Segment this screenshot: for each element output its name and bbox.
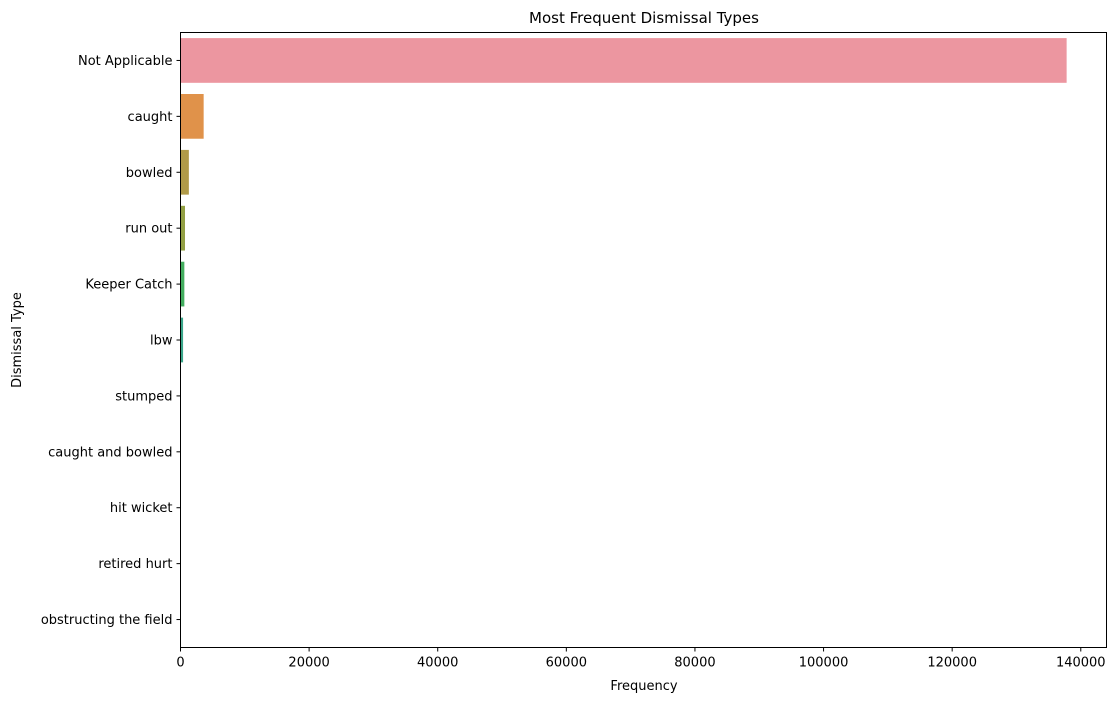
- y-tick-label: Not Applicable: [78, 54, 173, 69]
- bars-group: [180, 38, 1067, 642]
- bar-3: [180, 205, 186, 251]
- y-tick-label: Keeper Catch: [85, 278, 172, 293]
- x-tick-label: 140000: [1056, 656, 1106, 671]
- x-tick-label: 40000: [417, 656, 458, 671]
- x-tick-label: 60000: [546, 656, 587, 671]
- chart-title: Most Frequent Dismissal Types: [529, 9, 759, 27]
- y-tick-label: caught and bowled: [48, 445, 172, 460]
- y-tick-label: caught: [128, 110, 173, 125]
- x-tick-label: 20000: [288, 656, 329, 671]
- x-tick-label: 80000: [674, 656, 715, 671]
- x-axis-label: Frequency: [610, 679, 677, 694]
- bar-5: [180, 317, 184, 363]
- y-tick-label: run out: [125, 222, 172, 237]
- bar-4: [180, 261, 185, 307]
- bar-0: [180, 38, 1067, 83]
- x-tick-label: 0: [176, 656, 184, 671]
- x-tick-label: 120000: [927, 656, 977, 671]
- y-tick-label: lbw: [150, 334, 173, 349]
- y-ticks-group: Not Applicable caught bowled run out Keeper …: [41, 54, 181, 628]
- x-tick-label: 100000: [799, 656, 849, 671]
- bar-1: [180, 94, 204, 139]
- x-ticks-group: 0 20000 40000 60000 80000 100000 120000 140000: [176, 647, 1106, 671]
- y-axis-label: Dismissal Type: [10, 292, 25, 388]
- y-tick-label: retired hurt: [98, 557, 172, 572]
- plot-frame: [180, 32, 1107, 648]
- y-tick-label: obstructing the field: [41, 613, 173, 628]
- y-tick-label: bowled: [126, 166, 173, 181]
- y-tick-label: hit wicket: [110, 501, 173, 516]
- y-tick-label: stumped: [115, 389, 172, 404]
- bar-2: [180, 149, 189, 195]
